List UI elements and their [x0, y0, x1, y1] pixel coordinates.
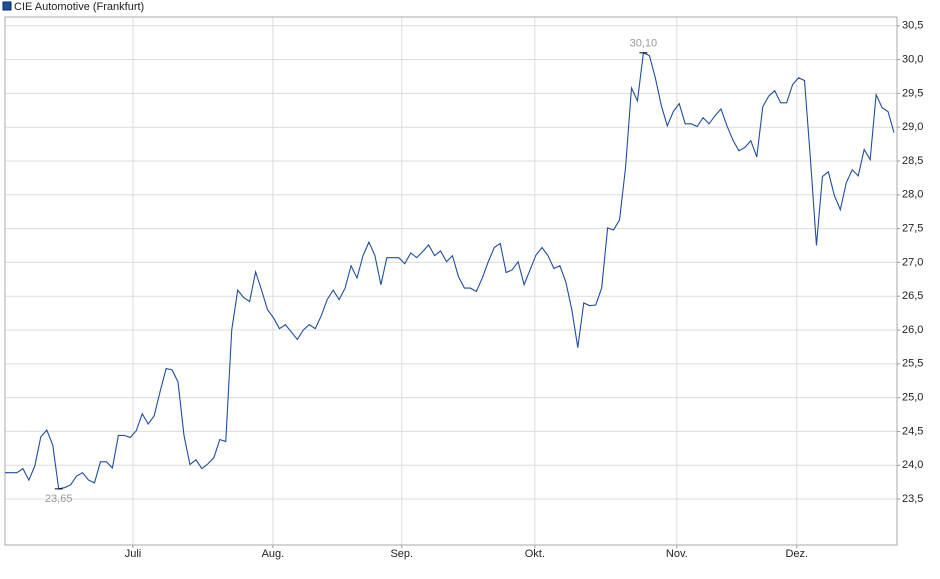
y-tick-label: 30,0 [902, 53, 923, 65]
x-tick-label: Sep. [390, 548, 413, 560]
x-tick-label: Aug. [262, 548, 285, 560]
y-tick-label: 29,0 [902, 121, 923, 133]
plot-frame [4, 16, 898, 546]
price-line [5, 52, 895, 490]
y-tick-label: 27,0 [902, 256, 923, 268]
y-tick-label: 28,0 [902, 189, 923, 201]
x-tick-label: Juli [125, 548, 142, 560]
x-tick-label: Dez. [785, 548, 808, 560]
y-tick-label: 24,0 [902, 459, 923, 471]
y-tick-label: 30,5 [902, 20, 923, 32]
y-tick-label: 28,5 [902, 155, 923, 167]
y-tick-label: 26,0 [902, 324, 923, 336]
annotation-label: 30,10 [630, 38, 658, 50]
y-tick-label: 25,5 [902, 358, 923, 370]
legend-swatch [2, 1, 12, 11]
annotation-label: 23,65 [45, 493, 73, 505]
y-tick-label: 29,5 [902, 87, 923, 99]
y-tick-label: 26,5 [902, 290, 923, 302]
x-tick-label: Okt. [525, 548, 545, 560]
y-tick-label: 23,5 [902, 493, 923, 505]
y-tick-label: 25,0 [902, 392, 923, 404]
y-tick-label: 24,5 [902, 425, 923, 437]
legend-label: CIE Automotive (Frankfurt) [14, 1, 144, 13]
y-tick-label: 27,5 [902, 223, 923, 235]
x-tick-label: Nov. [666, 548, 688, 560]
